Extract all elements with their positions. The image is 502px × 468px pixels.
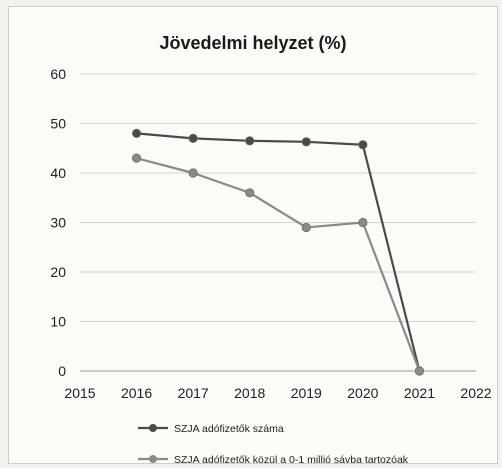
x-tick-label: 2019 bbox=[291, 385, 322, 401]
data-point bbox=[131, 128, 142, 138]
data-point bbox=[245, 188, 255, 198]
legend-label-1: SZJA adófizetők száma bbox=[174, 423, 284, 435]
x-tick-label: 2021 bbox=[404, 385, 435, 401]
x-tick-label: 2018 bbox=[234, 385, 265, 401]
data-point bbox=[358, 217, 368, 228]
x-tick-label: 2016 bbox=[121, 385, 152, 401]
axes: 0 10 20 30 40 50 60 2015 2016 2017 2018 2019 2020 202… bbox=[50, 66, 491, 401]
legend: SZJA adófizetők száma SZJA adófizetők köz… bbox=[138, 423, 409, 466]
x-tick-label: 2022 bbox=[460, 385, 491, 401]
legend-marker-1 bbox=[149, 424, 157, 432]
x-tick-label: 2015 bbox=[64, 385, 95, 401]
x-tick-label: 2017 bbox=[178, 385, 209, 401]
y-tick-label: 0 bbox=[58, 363, 66, 379]
series-lines bbox=[131, 128, 425, 376]
y-tick-label: 20 bbox=[50, 264, 66, 280]
y-tick-label: 40 bbox=[50, 165, 66, 181]
y-tick-label: 10 bbox=[50, 314, 66, 330]
y-tick-label: 50 bbox=[50, 116, 66, 132]
y-tick-label: 30 bbox=[50, 215, 66, 231]
data-point bbox=[188, 168, 198, 178]
series-line-2 bbox=[136, 157, 421, 372]
chart-title: Jövedelmi helyzet (%) bbox=[159, 33, 347, 53]
y-tick-label: 60 bbox=[50, 66, 66, 82]
legend-label-2: SZJA adófizetők közül a 0-1 millió sávba… bbox=[174, 454, 409, 466]
chart-frame: Jövedelmi helyzet (%) bbox=[8, 6, 498, 464]
data-point bbox=[245, 136, 255, 146]
legend-marker-2 bbox=[149, 455, 157, 463]
gridlines bbox=[80, 73, 476, 322]
series-line-1 bbox=[136, 132, 421, 372]
data-point bbox=[414, 366, 425, 376]
data-point bbox=[301, 137, 311, 147]
data-point bbox=[301, 222, 311, 233]
data-point bbox=[188, 133, 198, 143]
data-point bbox=[131, 153, 142, 163]
data-point bbox=[358, 140, 368, 150]
x-tick-label: 2020 bbox=[347, 385, 378, 401]
